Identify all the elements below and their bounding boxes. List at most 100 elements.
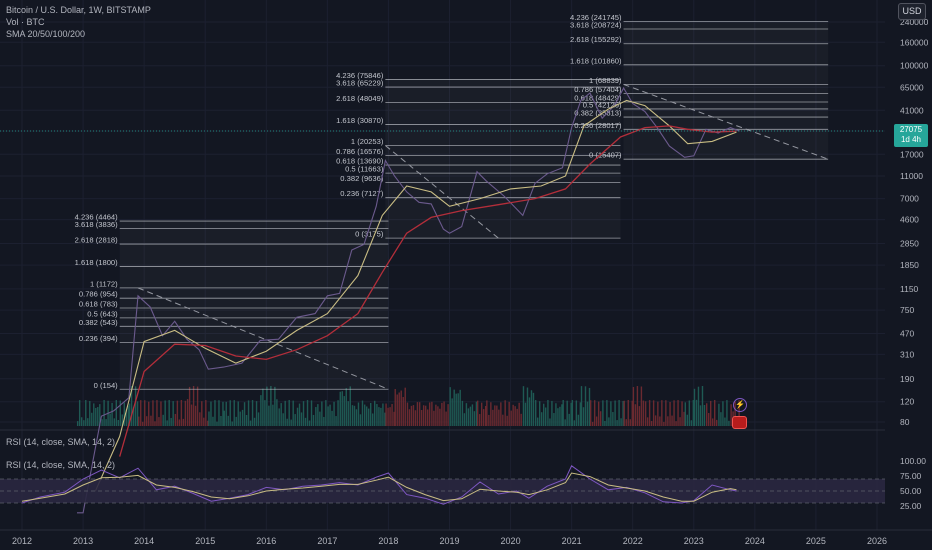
volume-bar [144,400,146,426]
volume-bar [650,421,653,426]
volume-bar [280,403,282,426]
volume-bar [716,419,718,426]
volume-bar [414,410,417,426]
volume-bar [89,401,91,426]
volume-bar [622,400,624,426]
volume-bar [113,418,116,426]
currency-unit-button[interactable]: USD [898,3,926,20]
volume-bar [207,420,209,426]
time-axis-label: 2016 [256,536,276,546]
volume-bar [568,413,570,426]
volume-bar [433,410,435,426]
volume-bar [402,397,404,426]
fib-zone [624,22,829,160]
volume-bar [255,401,258,426]
volume-bar [502,414,504,426]
volume-bar [734,401,736,426]
fib-level-label: 2.618 (155292) [570,35,622,44]
volume-bar [372,413,374,426]
volume-bar [469,406,472,426]
alert-icon[interactable]: ⚡ [733,398,747,412]
fib-level-label: 0 (154) [94,381,119,390]
volume-bar [580,386,583,426]
fib-level-label: 0.618 (13690) [336,157,384,166]
time-axis-label: 2023 [684,536,704,546]
volume-bar [282,413,284,426]
time-axis: 2012 2013 2014 2015 2016 2017 2018 2019 2020 2021… [0,529,932,546]
volume-bar [463,413,466,426]
volume-bar [154,421,156,426]
volume-bar [97,407,99,426]
volume-bar [227,415,229,426]
fib-level-label: 0.382 (35813) [574,109,622,118]
volume-bar [158,417,160,426]
volume-bar [465,403,468,426]
volume-bar [416,402,419,426]
volume-bar [152,400,154,426]
volume-bar [480,402,483,426]
volume-bar [428,402,431,426]
last-price-tag: 27075 1d 4h [894,124,928,147]
volume-bar [222,401,224,426]
rsi-pane-label: RSI (14, close, SMA, 14, 2) [6,460,116,470]
price-axis-label: 17000 [900,149,924,159]
volume-bar [683,411,685,426]
volume-bar [657,401,659,426]
grid [0,0,885,530]
volume-bar [115,400,118,426]
volume-bar [582,407,585,426]
volume-bar [394,389,396,426]
time-axis-label: 2025 [806,536,826,546]
volume-bar [83,420,85,426]
fib-level-label: 0.5 (11663) [345,165,384,174]
volume-bar [577,414,580,426]
volume-bar [188,386,191,426]
volume-bar [431,401,433,426]
volume-bar [654,415,657,426]
volume-bar [573,420,576,426]
sma-indicator-label: SMA 20/50/100/200 [6,29,86,39]
volume-bar [634,404,637,426]
volume-bar [370,402,372,426]
volume-bar [260,395,262,426]
volume-bar [176,400,179,426]
fib-level-label: 0.786 (954) [79,290,118,299]
volume-bar [593,400,596,426]
price-axis-label: 11000 [900,171,923,181]
volume-bar [566,400,568,426]
volume-bar [486,400,488,426]
volume-bar [359,414,362,426]
volume-bar [245,414,248,426]
volume-bar [231,421,233,426]
volume-bar [274,386,276,426]
volume-bar [406,402,409,426]
volume-bar [343,396,345,426]
volume-bar [174,413,177,426]
time-axis-label: 2021 [562,536,582,546]
volume-bar [506,415,508,426]
volume-bar [646,417,649,426]
volume-bar [308,420,311,426]
volume-bar [351,405,354,426]
time-axis-label: 2024 [745,536,765,546]
time-axis-label: 2017 [317,536,337,546]
volume-bar [638,406,641,426]
volume-bar [449,387,451,426]
fib-level-label: 2.618 (2818) [75,236,119,245]
volume-bar [233,400,235,426]
volume-bar [166,420,168,426]
volume-bar [535,400,537,426]
fib-level-label: 0.786 (16576) [336,147,384,156]
volume-bar [368,408,370,426]
price-axis-label: 7000 [900,194,919,204]
volume-bar [443,401,445,426]
volume-bar [473,411,476,426]
volume-bar [591,421,594,426]
volume-bar [445,411,447,426]
volume-bar [606,400,608,426]
event-flag-icon[interactable] [732,416,747,429]
volume-bar [537,417,539,426]
volume-bar [162,414,164,426]
volume-bar [553,413,555,426]
